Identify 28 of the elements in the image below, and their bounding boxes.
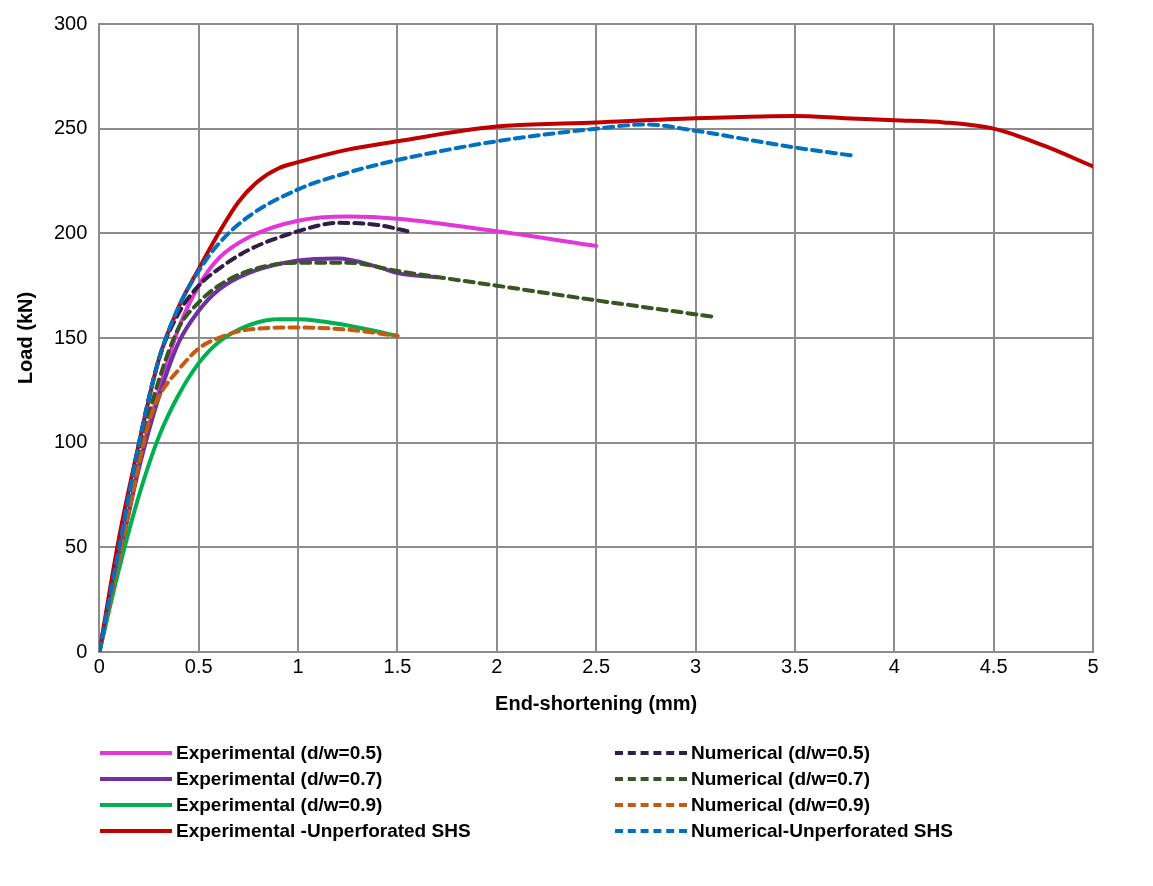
x-tick-label: 1.5 <box>383 654 412 677</box>
legend-label: Numerical-Unperforated SHS <box>691 820 953 842</box>
x-axis-title: End-shortening (mm) <box>495 691 698 714</box>
x-tick-label: 4 <box>888 654 900 677</box>
x-tick-label: 0 <box>93 654 105 677</box>
legend-label: Experimental (d/w=0.9) <box>176 794 383 816</box>
y-tick-label: 250 <box>53 116 88 139</box>
y-tick-label: 50 <box>65 534 88 557</box>
y-tick-label: 100 <box>53 430 88 453</box>
legend-label: Experimental (d/w=0.5) <box>176 742 383 764</box>
legend-label: Numerical (d/w=0.5) <box>691 742 870 764</box>
x-tick-label: 3 <box>689 654 702 677</box>
x-tick-label: 2.5 <box>582 654 611 677</box>
y-tick-label: 200 <box>53 220 88 243</box>
legend-label: Experimental -Unperforated SHS <box>176 820 471 842</box>
x-tick-label: 3.5 <box>781 654 809 677</box>
legend-label: Numerical (d/w=0.9) <box>691 794 870 816</box>
legend-label: Experimental (d/w=0.7) <box>176 768 383 790</box>
x-tick-label: 0.5 <box>184 654 213 677</box>
y-tick-label: 300 <box>53 11 88 34</box>
legend-label: Numerical (d/w=0.7) <box>691 768 870 790</box>
x-tick-label: 2 <box>491 654 503 677</box>
x-tick-label: 5 <box>1087 654 1099 677</box>
x-tick-label: 1 <box>292 654 304 677</box>
y-axis-title: Load (kN) <box>13 291 36 385</box>
x-tick-label: 4.5 <box>979 654 1008 677</box>
y-tick-label: 150 <box>53 325 88 348</box>
y-tick-label: 0 <box>76 639 88 662</box>
